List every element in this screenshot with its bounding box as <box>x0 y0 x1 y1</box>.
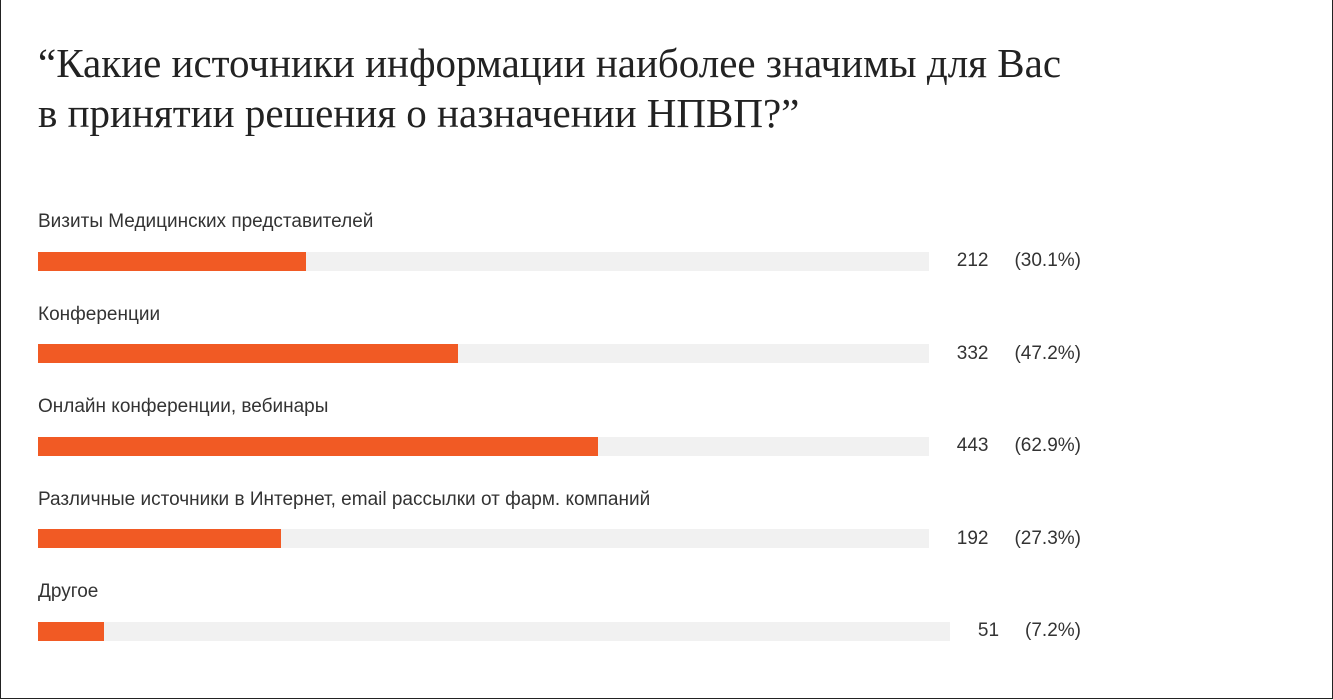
bar <box>38 436 599 456</box>
bar-track <box>38 436 929 456</box>
count-label: 212 <box>956 250 989 271</box>
bar <box>38 344 459 363</box>
count-label: 192 <box>956 527 989 549</box>
value-label: (47.2%) <box>1014 342 1081 364</box>
value-label: (30.1%) <box>1014 250 1081 271</box>
bar-track <box>38 251 929 271</box>
bar-line: 443 (62.9%) <box>38 435 1081 456</box>
row: Конференции 332 (47.2%) <box>38 298 1081 391</box>
bar <box>38 621 104 641</box>
bar <box>38 529 282 548</box>
rows: Визиты Медицинских представителей 212 (30.… <box>38 205 1081 668</box>
value-label: (27.3%) <box>1014 527 1081 549</box>
chart-title: “Какие источники информации наиболее зна… <box>38 40 1062 136</box>
count-label: 332 <box>956 342 989 364</box>
value-label: (62.9%) <box>1014 435 1081 456</box>
row: Различные источники в Интернет, email ра… <box>38 483 1081 576</box>
category-label: Различные источники в Интернет, email ра… <box>38 488 651 510</box>
count-label: 443 <box>956 435 989 456</box>
bar-track <box>38 344 929 363</box>
category-label: Конференции <box>38 303 161 325</box>
category-label: Визиты Медицинских представителей <box>38 211 374 232</box>
bar-track <box>38 621 950 641</box>
count-label: 51 <box>977 620 1000 641</box>
bar-track <box>38 529 929 548</box>
category-label: Онлайн конференции, вебинары <box>38 396 329 417</box>
bar-line: 332 (47.2%) <box>38 342 1081 364</box>
row: Онлайн конференции, вебинары 443 (62.9%) <box>38 390 1081 483</box>
bar <box>38 251 307 271</box>
bar-line: 212 (30.1%) <box>38 250 1081 271</box>
bar-line: 192 (27.3%) <box>38 527 1081 549</box>
value-label: (7.2%) <box>1025 620 1081 641</box>
row: Другое 51 (7.2%) <box>38 575 1081 668</box>
row: Визиты Медицинских представителей 212 (30.… <box>38 205 1081 298</box>
category-label: Другое <box>38 581 99 602</box>
bar-line: 51 (7.2%) <box>38 620 1081 641</box>
